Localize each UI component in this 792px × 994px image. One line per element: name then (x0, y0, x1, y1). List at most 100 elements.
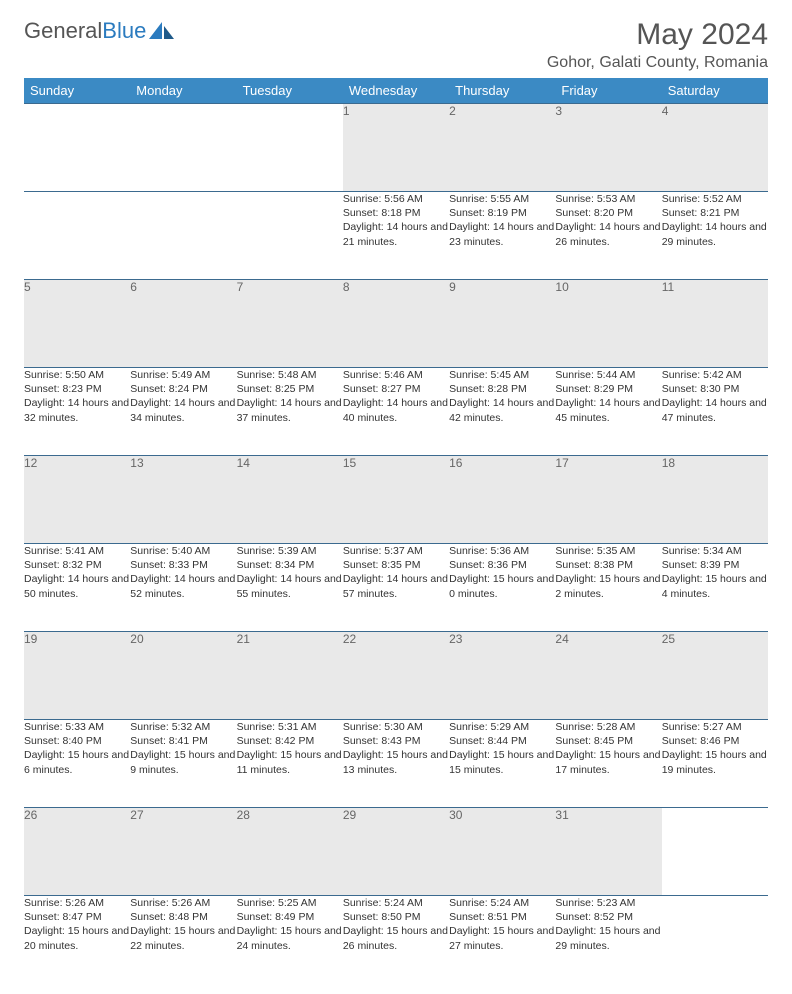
day-content-cell: Sunrise: 5:24 AMSunset: 8:51 PMDaylight:… (449, 896, 555, 984)
sunrise-line: Sunrise: 5:53 AM (555, 192, 661, 206)
sunrise-line: Sunrise: 5:39 AM (237, 544, 343, 558)
daylight-line: Daylight: 15 hours and 27 minutes. (449, 924, 555, 952)
sunrise-line: Sunrise: 5:36 AM (449, 544, 555, 558)
daylight-line: Daylight: 14 hours and 42 minutes. (449, 396, 555, 424)
day-content-cell: Sunrise: 5:56 AMSunset: 8:18 PMDaylight:… (343, 192, 449, 280)
daylight-line: Daylight: 15 hours and 4 minutes. (662, 572, 768, 600)
day-number-row: 567891011 (24, 280, 768, 368)
calendar-head: SundayMondayTuesdayWednesdayThursdayFrid… (24, 78, 768, 104)
day-number-cell: 25 (662, 632, 768, 720)
brand-logo: GeneralBlue (24, 18, 175, 44)
page-header: GeneralBlue May 2024 Gohor, Galati Count… (24, 18, 768, 72)
day-number-cell: 12 (24, 456, 130, 544)
day-number-cell: 15 (343, 456, 449, 544)
day-content-cell: Sunrise: 5:28 AMSunset: 8:45 PMDaylight:… (555, 720, 661, 808)
day-number-cell: 23 (449, 632, 555, 720)
daylight-line: Daylight: 14 hours and 23 minutes. (449, 220, 555, 248)
sunset-line: Sunset: 8:24 PM (130, 382, 236, 396)
sunset-line: Sunset: 8:32 PM (24, 558, 130, 572)
weekday-header: Monday (130, 78, 236, 104)
month-title: May 2024 (547, 18, 768, 52)
day-number-row: 19202122232425 (24, 632, 768, 720)
day-number-cell: 6 (130, 280, 236, 368)
day-content-cell: Sunrise: 5:26 AMSunset: 8:47 PMDaylight:… (24, 896, 130, 984)
daylight-line: Daylight: 15 hours and 20 minutes. (24, 924, 130, 952)
day-content-cell (237, 192, 343, 280)
day-number-cell: 29 (343, 808, 449, 896)
sunset-line: Sunset: 8:45 PM (555, 734, 661, 748)
day-content-cell: Sunrise: 5:34 AMSunset: 8:39 PMDaylight:… (662, 544, 768, 632)
daylight-line: Daylight: 14 hours and 45 minutes. (555, 396, 661, 424)
sunset-line: Sunset: 8:35 PM (343, 558, 449, 572)
sunrise-line: Sunrise: 5:48 AM (237, 368, 343, 382)
daylight-line: Daylight: 15 hours and 26 minutes. (343, 924, 449, 952)
day-number-cell: 22 (343, 632, 449, 720)
day-content-cell: Sunrise: 5:44 AMSunset: 8:29 PMDaylight:… (555, 368, 661, 456)
daylight-line: Daylight: 14 hours and 26 minutes. (555, 220, 661, 248)
daylight-line: Daylight: 15 hours and 2 minutes. (555, 572, 661, 600)
day-number-cell: 9 (449, 280, 555, 368)
day-number-cell: 13 (130, 456, 236, 544)
sunrise-line: Sunrise: 5:32 AM (130, 720, 236, 734)
brand-part1: General (24, 18, 102, 44)
sunrise-line: Sunrise: 5:30 AM (343, 720, 449, 734)
day-number-cell (237, 104, 343, 192)
calendar-page: GeneralBlue May 2024 Gohor, Galati Count… (0, 0, 792, 994)
sunset-line: Sunset: 8:36 PM (449, 558, 555, 572)
sunrise-line: Sunrise: 5:29 AM (449, 720, 555, 734)
sunrise-line: Sunrise: 5:35 AM (555, 544, 661, 558)
day-content-cell: Sunrise: 5:41 AMSunset: 8:32 PMDaylight:… (24, 544, 130, 632)
sunset-line: Sunset: 8:19 PM (449, 206, 555, 220)
day-content-row: Sunrise: 5:41 AMSunset: 8:32 PMDaylight:… (24, 544, 768, 632)
sunrise-line: Sunrise: 5:34 AM (662, 544, 768, 558)
weekday-header: Wednesday (343, 78, 449, 104)
sunrise-line: Sunrise: 5:40 AM (130, 544, 236, 558)
day-content-cell (24, 192, 130, 280)
day-content-row: Sunrise: 5:50 AMSunset: 8:23 PMDaylight:… (24, 368, 768, 456)
daylight-line: Daylight: 15 hours and 17 minutes. (555, 748, 661, 776)
day-content-cell: Sunrise: 5:27 AMSunset: 8:46 PMDaylight:… (662, 720, 768, 808)
day-number-cell: 30 (449, 808, 555, 896)
day-number-cell: 26 (24, 808, 130, 896)
day-number-cell (24, 104, 130, 192)
day-content-cell (662, 896, 768, 984)
day-number-row: 1234 (24, 104, 768, 192)
sunset-line: Sunset: 8:46 PM (662, 734, 768, 748)
day-number-cell: 4 (662, 104, 768, 192)
day-content-cell: Sunrise: 5:31 AMSunset: 8:42 PMDaylight:… (237, 720, 343, 808)
daylight-line: Daylight: 14 hours and 55 minutes. (237, 572, 343, 600)
sunrise-line: Sunrise: 5:26 AM (130, 896, 236, 910)
day-content-cell: Sunrise: 5:40 AMSunset: 8:33 PMDaylight:… (130, 544, 236, 632)
day-content-cell: Sunrise: 5:36 AMSunset: 8:36 PMDaylight:… (449, 544, 555, 632)
day-content-cell: Sunrise: 5:53 AMSunset: 8:20 PMDaylight:… (555, 192, 661, 280)
day-number-cell: 31 (555, 808, 661, 896)
location-text: Gohor, Galati County, Romania (547, 54, 768, 72)
day-number-row: 262728293031 (24, 808, 768, 896)
sunrise-line: Sunrise: 5:33 AM (24, 720, 130, 734)
sunset-line: Sunset: 8:42 PM (237, 734, 343, 748)
day-content-cell: Sunrise: 5:49 AMSunset: 8:24 PMDaylight:… (130, 368, 236, 456)
daylight-line: Daylight: 14 hours and 21 minutes. (343, 220, 449, 248)
sunset-line: Sunset: 8:49 PM (237, 910, 343, 924)
sunrise-line: Sunrise: 5:52 AM (662, 192, 768, 206)
daylight-line: Daylight: 15 hours and 29 minutes. (555, 924, 661, 952)
sunrise-line: Sunrise: 5:46 AM (343, 368, 449, 382)
day-content-cell: Sunrise: 5:35 AMSunset: 8:38 PMDaylight:… (555, 544, 661, 632)
day-number-cell: 3 (555, 104, 661, 192)
day-number-cell: 14 (237, 456, 343, 544)
day-content-cell: Sunrise: 5:30 AMSunset: 8:43 PMDaylight:… (343, 720, 449, 808)
sunrise-line: Sunrise: 5:44 AM (555, 368, 661, 382)
daylight-line: Daylight: 15 hours and 0 minutes. (449, 572, 555, 600)
day-content-cell: Sunrise: 5:32 AMSunset: 8:41 PMDaylight:… (130, 720, 236, 808)
sunrise-line: Sunrise: 5:45 AM (449, 368, 555, 382)
day-content-cell: Sunrise: 5:48 AMSunset: 8:25 PMDaylight:… (237, 368, 343, 456)
day-content-cell: Sunrise: 5:33 AMSunset: 8:40 PMDaylight:… (24, 720, 130, 808)
sunset-line: Sunset: 8:27 PM (343, 382, 449, 396)
sunset-line: Sunset: 8:20 PM (555, 206, 661, 220)
weekday-header: Saturday (662, 78, 768, 104)
sunrise-line: Sunrise: 5:28 AM (555, 720, 661, 734)
sunset-line: Sunset: 8:33 PM (130, 558, 236, 572)
sunset-line: Sunset: 8:30 PM (662, 382, 768, 396)
day-number-cell: 2 (449, 104, 555, 192)
day-number-cell: 18 (662, 456, 768, 544)
